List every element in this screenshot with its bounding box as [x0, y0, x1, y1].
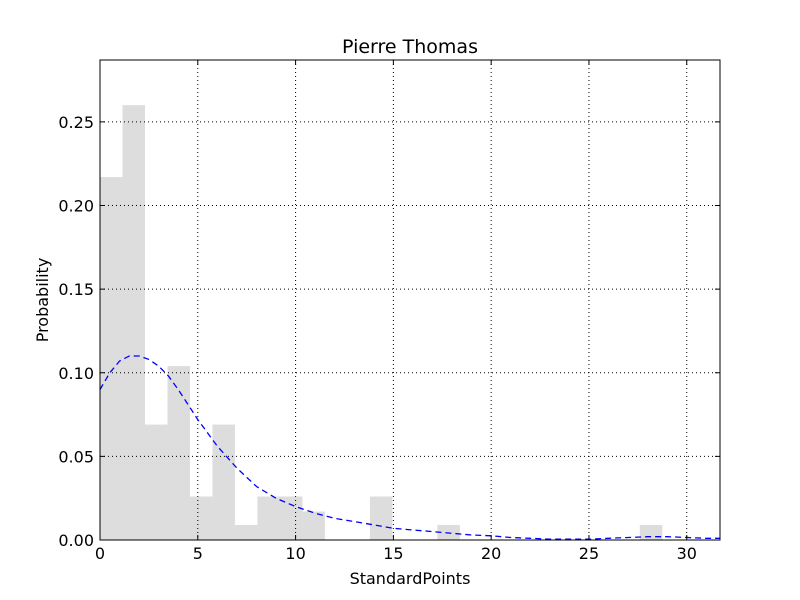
histogram-bar [212, 424, 235, 540]
x-tick-label: 15 [383, 544, 403, 563]
histogram-bar [122, 105, 145, 540]
y-tick-label: 0.10 [58, 364, 94, 383]
x-tick-label: 30 [677, 544, 697, 563]
fit-curve [99, 355, 720, 540]
histogram-bar [234, 524, 258, 540]
histogram-bar [302, 511, 325, 540]
y-tick-label: 0.15 [58, 280, 94, 299]
x-tick-label: 20 [481, 544, 501, 563]
x-tick-label: 25 [579, 544, 599, 563]
histogram-bar [639, 524, 663, 540]
x-axis-label: StandardPoints [350, 569, 471, 588]
histogram-bar [144, 424, 168, 540]
y-axis-label: Probability [33, 258, 52, 343]
x-tick-label: 5 [193, 544, 203, 563]
bars-group [100, 105, 663, 540]
x-tick-label: 10 [285, 544, 305, 563]
histogram-bar [279, 496, 303, 540]
histogram-bar [100, 177, 123, 540]
y-tick-label: 0.00 [58, 531, 94, 550]
x-axis-ticks: 0 5 10 15 20 25 30 [95, 60, 697, 563]
x-tick-label: 0 [95, 544, 105, 563]
grid-lines [99, 60, 720, 541]
y-tick-label: 0.05 [58, 447, 94, 466]
histogram-bar [189, 496, 213, 540]
y-axis-ticks: 0.00 0.05 0.10 0.15 0.20 0.25 [58, 113, 720, 550]
y-tick-label: 0.20 [58, 197, 94, 216]
histogram-bar [369, 496, 393, 540]
histogram-bar [167, 366, 190, 540]
plot-frame [99, 59, 721, 541]
y-tick-label: 0.25 [58, 113, 94, 132]
chart-title: Pierre Thomas [342, 36, 478, 58]
histogram-bar [257, 496, 280, 540]
